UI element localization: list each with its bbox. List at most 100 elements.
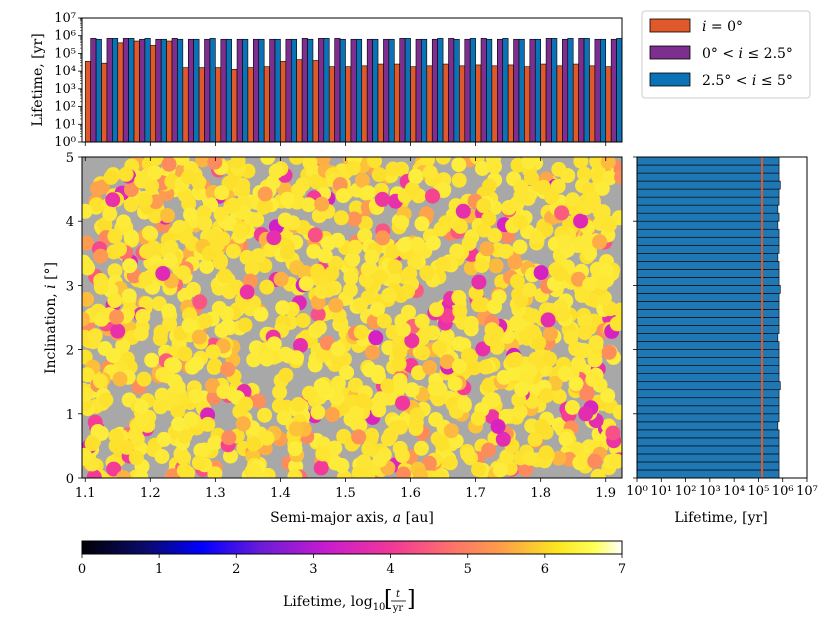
top-bar-s1-b9 [236,38,243,143]
scatter-points [82,157,622,478]
scatter-point [511,316,527,332]
right-bar-14 [636,357,780,366]
right-bar-27 [636,253,779,262]
scatter-point [232,223,248,239]
scatter-point [558,431,574,447]
scatter-point [182,307,198,323]
scatter-point [147,165,163,181]
scatter-point [481,442,497,458]
scatter-point [112,241,127,257]
right-bar-7 [636,413,780,423]
scatter-point [347,239,363,255]
right-bar-29 [636,236,780,246]
scatter-point [133,399,149,415]
main-x-axis-label: Semi-major axis, a [au] [270,510,434,526]
scatter-point [123,197,139,213]
scatter-point [452,219,468,234]
scatter-point [223,448,238,464]
scatter-point [612,404,622,420]
colorbar-tick-label-0: 0 [78,562,86,577]
scatter-point [138,271,154,287]
scatter-point [293,338,308,353]
right-bar-2 [636,453,780,463]
scatter-point [584,190,600,206]
top-bar-s1-b28 [545,38,552,143]
scatter-point [419,265,435,281]
scatter-point [525,308,541,324]
scatter-point [86,469,102,478]
scatter-point [394,448,410,464]
top-bar-s0-b5 [166,40,173,143]
scatter-point [82,367,95,383]
top-bar-s0-b9 [231,69,238,143]
scatter-point [278,367,294,383]
scatter-point [148,157,164,166]
scatter-point [175,265,191,281]
scatter-point [93,425,109,441]
right-bar-38 [636,164,780,174]
right-bar-25 [636,269,780,278]
scatter-point [429,302,444,318]
scatter-point [491,289,507,305]
main-x-tick-label-3: 1.4 [270,486,291,501]
scatter-point [177,346,193,362]
scatter-point [550,178,566,194]
scatter-point [199,259,215,274]
top-y-tick-label-0: 10⁰ [54,135,76,150]
scatter-point [355,172,370,188]
top-bar-s0-b20 [410,66,417,143]
main-x-axis: 1.1 1.2 1.3 1.4 1.5 1.6 1.7 1.8 1.9 [75,157,616,501]
scatter-point [259,279,275,295]
top-bar-s2-b32 [616,38,623,143]
scatter-point [257,198,273,214]
top-bar-s0-b18 [377,63,384,143]
top-bar-s0-b15 [328,66,335,143]
scatter-point [136,371,152,387]
scatter-point [109,309,124,325]
scatter-point [177,428,193,444]
top-bar-s0-b0 [84,61,91,143]
main-x-tick-label-7: 1.8 [530,486,551,501]
scatter-point [121,288,137,304]
scatter-point [118,166,134,182]
legend-swatch-2 [649,72,691,87]
scatter-point [471,462,486,477]
scatter-point [102,206,118,222]
scatter-point [544,189,560,205]
scatter-point [427,381,443,397]
right-bar-19 [636,317,780,326]
right-bar-17 [636,333,779,342]
legend-label-0: i = 0° [702,19,743,35]
top-bar-s2-b5 [177,38,184,143]
scatter-point [246,463,262,478]
scatter-point [351,429,367,445]
scatter-point [273,271,289,287]
scatter-point [414,313,430,329]
right-bar-34 [636,196,780,206]
scatter-point [425,235,441,251]
scatter-point [474,161,490,176]
scatter-point [327,440,343,456]
right-x-tick-label-0: 10⁰ [626,484,648,499]
scatter-point [279,245,295,260]
right-bar-36 [636,180,781,190]
scatter-point [407,254,423,270]
scatter-point [492,462,508,478]
scatter-point [165,468,181,478]
scatter-point [413,440,429,456]
scatter-point [460,347,476,363]
scatter-point [105,348,121,364]
scatter-point [272,384,288,400]
scatter-point [386,271,402,287]
scatter-point [543,326,558,342]
colorbar-label-text: Lifetime, log10 [283,594,385,613]
colorbar-label: Lifetime, log10 [ t yr ] [283,587,416,614]
main-y-tick-label-5: 5 [66,151,74,166]
right-bar-20 [636,309,780,318]
top-bar-s0-b10 [247,67,254,143]
main-x-tick-label-2: 1.3 [205,486,226,501]
scatter-point [513,188,529,204]
scatter-point [578,406,594,422]
scatter-point [392,344,408,360]
scatter-point [463,315,479,331]
